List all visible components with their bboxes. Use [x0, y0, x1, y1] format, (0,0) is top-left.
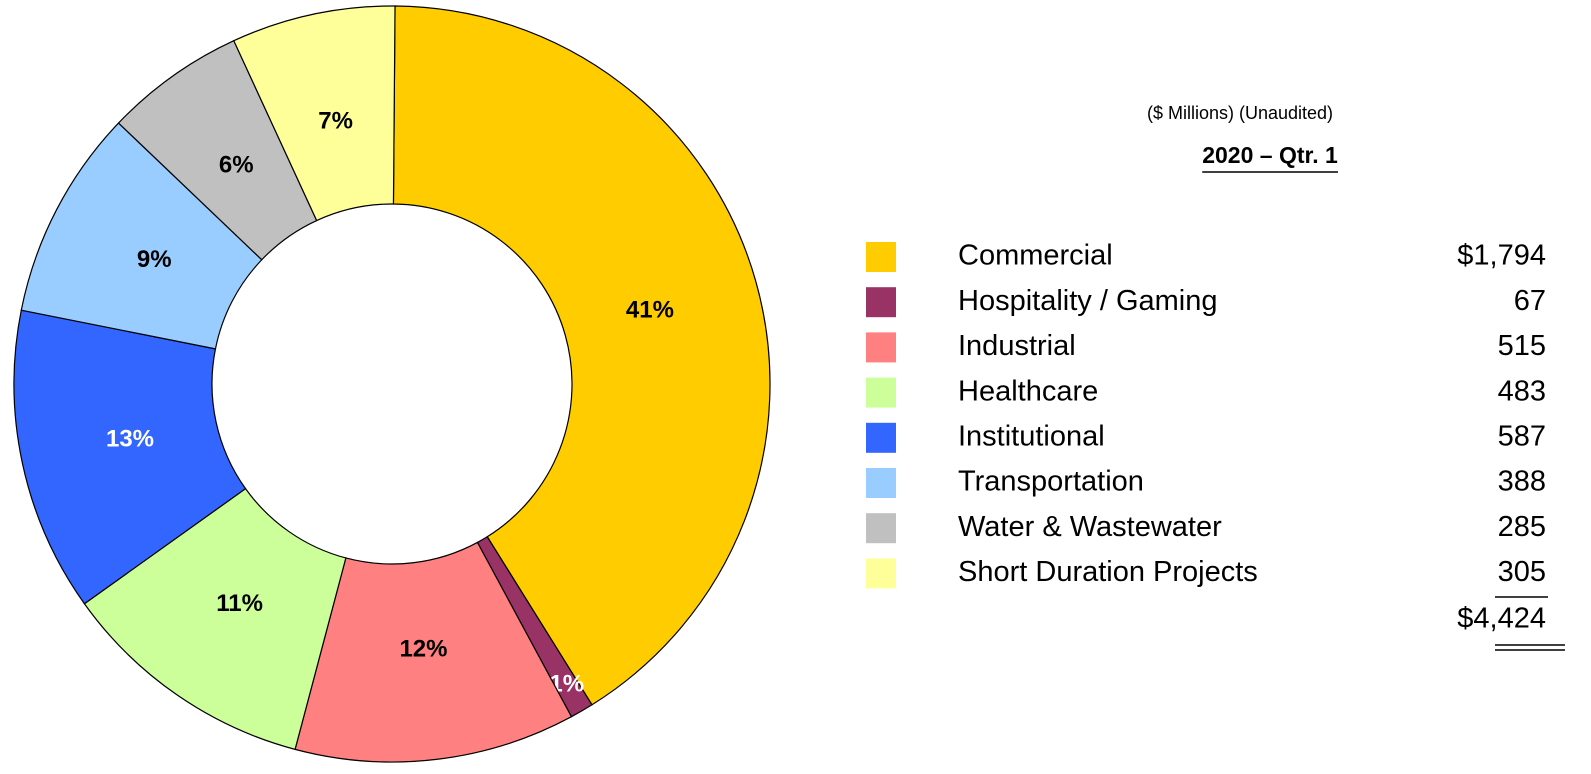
- legend-label: Short Duration Projects: [958, 556, 1258, 588]
- legend-label: Industrial: [958, 330, 1076, 362]
- amount: 587: [1498, 420, 1546, 452]
- legend-swatch: [866, 513, 896, 544]
- amount: 67: [1514, 285, 1546, 317]
- amount: 285: [1498, 511, 1546, 543]
- legend-swatch: [866, 377, 896, 408]
- legend-label: Transportation: [958, 466, 1144, 498]
- slice: [13, 309, 247, 605]
- legend-swatch: [866, 242, 896, 272]
- slice: [392, 5, 771, 706]
- slice-label: 13%: [106, 426, 154, 453]
- legend-label: Healthcare: [958, 375, 1098, 407]
- slice-label: 12%: [399, 635, 447, 662]
- slice: [294, 541, 573, 763]
- legend-swatch: [866, 287, 896, 318]
- amount: 388: [1498, 466, 1546, 498]
- amount: 305: [1498, 556, 1546, 588]
- slice-label: 6%: [219, 151, 254, 178]
- total: $4,424: [1457, 603, 1546, 635]
- slice-label: 7%: [318, 107, 353, 134]
- slice-label: 11%: [216, 590, 263, 617]
- legend-swatch: [866, 332, 896, 363]
- legend-label: Water & Wastewater: [958, 511, 1222, 543]
- table-title: 2020 – Qtr. 1: [1202, 142, 1338, 168]
- legend-swatch: [866, 422, 896, 453]
- subtitle: ($ Millions) (Unaudited): [1147, 103, 1333, 123]
- legend-label: Hospitality / Gaming: [958, 285, 1218, 317]
- slice-label: 41%: [626, 297, 674, 324]
- amount: $1,794: [1457, 240, 1546, 272]
- legend-label: Institutional: [958, 420, 1105, 452]
- slice: [83, 487, 347, 751]
- legend-label: Commercial: [958, 240, 1113, 272]
- amount: 515: [1498, 330, 1546, 362]
- slice: [233, 5, 396, 222]
- amount: 483: [1498, 375, 1546, 407]
- legend-swatch: [866, 558, 896, 589]
- slice-label: 9%: [137, 246, 172, 273]
- legend-swatch: [866, 468, 896, 498]
